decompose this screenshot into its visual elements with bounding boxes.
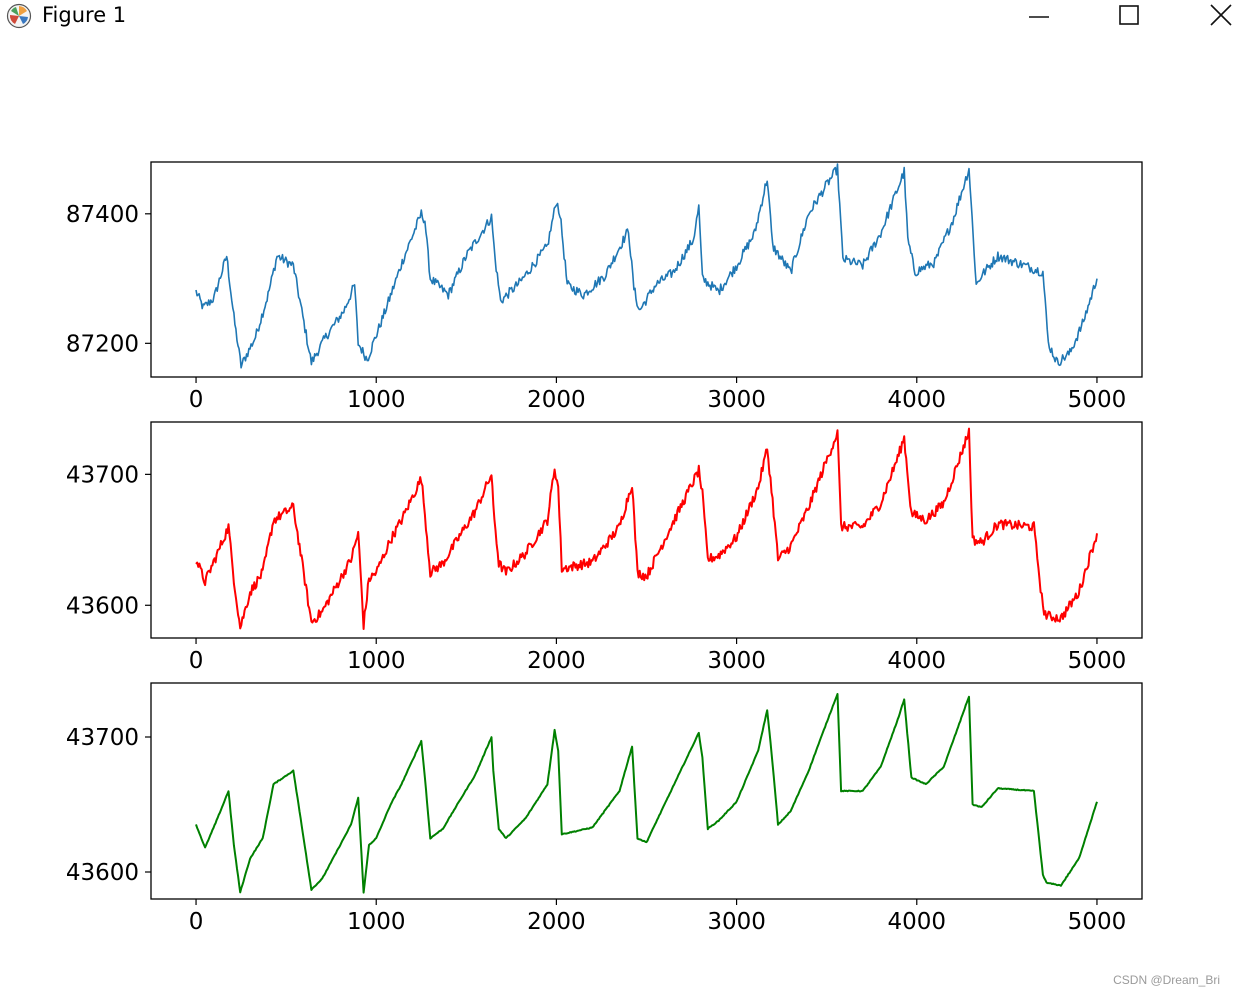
y-tick-label: 43600 bbox=[66, 860, 139, 886]
x-tick-label: 0 bbox=[189, 648, 204, 674]
minimize-button[interactable] bbox=[1016, 0, 1062, 30]
maximize-icon bbox=[1119, 5, 1139, 25]
x-tick-label: 3000 bbox=[707, 648, 766, 674]
y-tick-label: 87400 bbox=[66, 202, 139, 228]
x-tick-label: 2000 bbox=[527, 909, 586, 935]
subplot-3: 0 1000 2000 3000 4000 5000 43600 43700 bbox=[66, 682, 1143, 935]
series-line-3 bbox=[195, 693, 1098, 894]
x-tick-label: 1000 bbox=[347, 387, 406, 413]
subplot-1: 0 1000 2000 3000 4000 5000 87200 87400 bbox=[66, 161, 1143, 413]
x-tick-label: 5000 bbox=[1068, 387, 1127, 413]
x-tick-label: 4000 bbox=[887, 387, 946, 413]
y-tick-label: 87200 bbox=[66, 331, 139, 357]
window-title: Figure 1 bbox=[42, 3, 127, 27]
series-line-1 bbox=[195, 163, 1098, 369]
subplot-2: 0 1000 2000 3000 4000 5000 43600 43700 bbox=[66, 421, 1143, 674]
x-tick-label: 3000 bbox=[707, 909, 766, 935]
y-tick-label: 43600 bbox=[66, 593, 139, 619]
close-button[interactable] bbox=[1198, 0, 1234, 30]
x-tick-label: 1000 bbox=[347, 909, 406, 935]
axes-frame bbox=[150, 421, 1143, 639]
maximize-button[interactable] bbox=[1106, 0, 1152, 30]
x-tick-label: 3000 bbox=[707, 387, 766, 413]
x-tick-label: 0 bbox=[189, 909, 204, 935]
x-tick-label: 0 bbox=[189, 387, 204, 413]
axes-frame bbox=[150, 161, 1143, 378]
x-tick-label: 2000 bbox=[527, 387, 586, 413]
series-line-2 bbox=[195, 427, 1098, 630]
x-tick-label: 5000 bbox=[1068, 909, 1127, 935]
y-tick-label: 43700 bbox=[66, 462, 139, 488]
x-tick-label: 2000 bbox=[527, 648, 586, 674]
x-tick-label: 4000 bbox=[887, 909, 946, 935]
window-titlebar: Figure 1 bbox=[0, 0, 1234, 32]
x-tick-label: 4000 bbox=[887, 648, 946, 674]
watermark: CSDN @Dream_Bri bbox=[1113, 973, 1220, 987]
axes-frame bbox=[150, 682, 1143, 900]
matplotlib-figure-icon bbox=[6, 3, 32, 29]
x-tick-label: 1000 bbox=[347, 648, 406, 674]
y-tick-label: 43700 bbox=[66, 725, 139, 751]
minimize-icon bbox=[1029, 16, 1049, 18]
close-icon bbox=[1210, 4, 1232, 26]
x-tick-label: 5000 bbox=[1068, 648, 1127, 674]
